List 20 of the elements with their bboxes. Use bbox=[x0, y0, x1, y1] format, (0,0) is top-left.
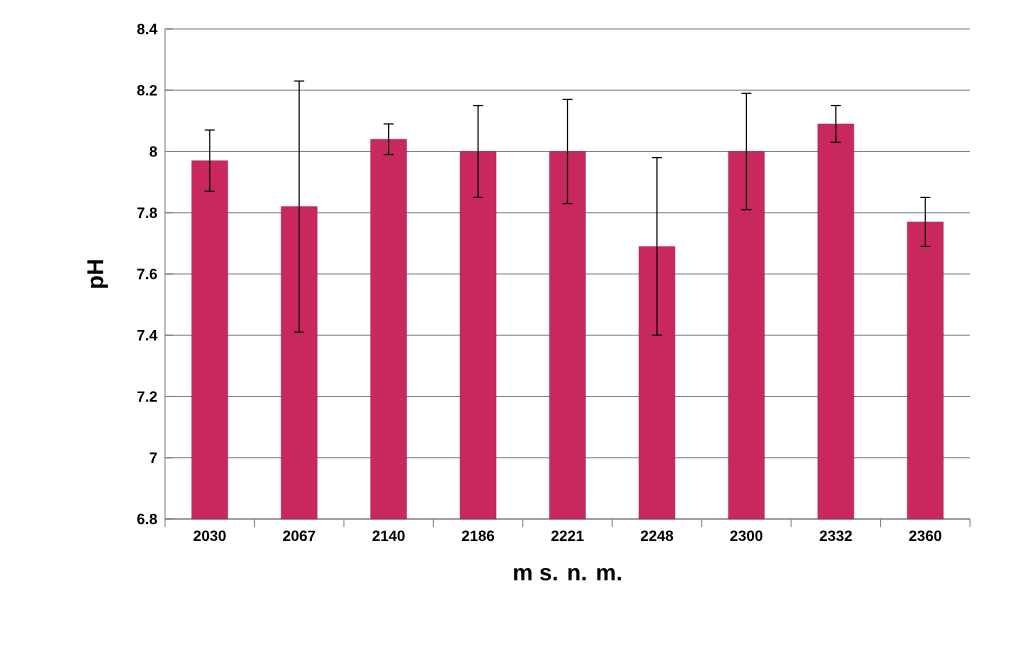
x-tick-label: 2221 bbox=[551, 530, 584, 541]
y-axis-title: pH bbox=[87, 260, 108, 288]
x-tick-label: 2140 bbox=[372, 530, 405, 542]
x-tick-label: 2248 bbox=[640, 530, 674, 542]
x-tick-label: 2360 bbox=[909, 530, 942, 542]
y-tick-label: 8.4 bbox=[137, 23, 158, 35]
x-tick-label: 2300 bbox=[730, 530, 763, 542]
y-tick-label: 7.6 bbox=[137, 268, 157, 280]
x-tick-label: 2067 bbox=[283, 530, 316, 542]
x-axis-title: m s. n. m. bbox=[514, 567, 621, 581]
y-tick-label: 6.8 bbox=[137, 513, 158, 525]
x-tick-label: 2332 bbox=[819, 530, 852, 542]
y-tick-label: 7.2 bbox=[137, 391, 157, 402]
y-tick-label: 7.8 bbox=[137, 207, 158, 219]
y-tick-label: 8.2 bbox=[137, 84, 157, 96]
x-tick-label: 2186 bbox=[461, 530, 495, 542]
x-tick-label: 2030 bbox=[193, 530, 226, 542]
y-tick-label: 7.4 bbox=[137, 330, 158, 341]
y-tick-label: 7 bbox=[149, 452, 157, 463]
y-tick-label: 8 bbox=[149, 146, 158, 157]
